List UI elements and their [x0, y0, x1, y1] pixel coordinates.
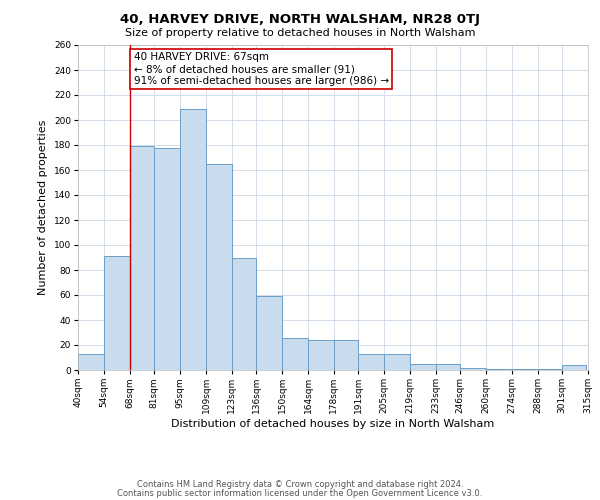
Bar [206, 164, 232, 370]
Bar [358, 354, 384, 370]
Bar [512, 369, 538, 370]
Bar [538, 369, 562, 370]
Bar [104, 256, 130, 370]
Text: Contains public sector information licensed under the Open Government Licence v3: Contains public sector information licen… [118, 488, 482, 498]
Bar [562, 365, 586, 370]
Y-axis label: Number of detached properties: Number of detached properties [38, 120, 48, 295]
Bar [232, 258, 256, 370]
Text: Contains HM Land Registry data © Crown copyright and database right 2024.: Contains HM Land Registry data © Crown c… [137, 480, 463, 489]
Bar [130, 146, 154, 370]
Bar [410, 364, 436, 370]
Bar [180, 109, 206, 370]
Bar [334, 340, 358, 370]
Bar [154, 148, 180, 370]
Text: Size of property relative to detached houses in North Walsham: Size of property relative to detached ho… [125, 28, 475, 38]
Bar [256, 296, 282, 370]
Bar [282, 338, 308, 370]
Bar [308, 340, 334, 370]
Bar [78, 354, 104, 370]
Bar [460, 368, 486, 370]
Bar [384, 354, 410, 370]
Text: 40 HARVEY DRIVE: 67sqm
← 8% of detached houses are smaller (91)
91% of semi-deta: 40 HARVEY DRIVE: 67sqm ← 8% of detached … [134, 52, 389, 86]
Text: 40, HARVEY DRIVE, NORTH WALSHAM, NR28 0TJ: 40, HARVEY DRIVE, NORTH WALSHAM, NR28 0T… [120, 12, 480, 26]
Bar [486, 369, 512, 370]
X-axis label: Distribution of detached houses by size in North Walsham: Distribution of detached houses by size … [172, 419, 494, 429]
Bar [436, 364, 460, 370]
